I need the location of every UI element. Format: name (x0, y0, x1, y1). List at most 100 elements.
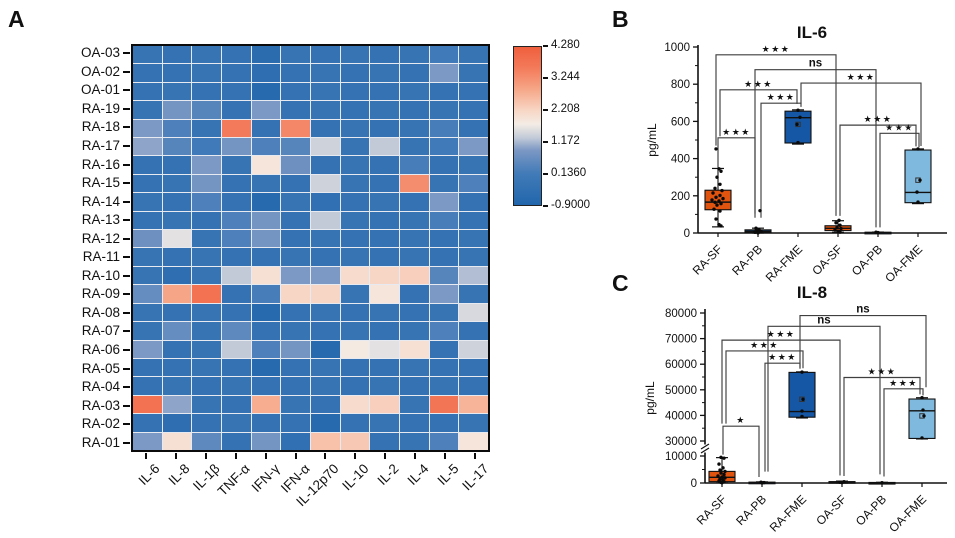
heatmap-row-label: RA-07 (81, 323, 120, 339)
heatmap-cell (162, 395, 192, 414)
heatmap-cell (192, 156, 221, 174)
heatmap-cell (281, 174, 310, 193)
heatmap-col-label: IL-17 (459, 461, 492, 494)
heatmap-cell (281, 211, 310, 230)
heatmap-cell (192, 82, 221, 101)
heatmap-col-tick (264, 453, 267, 459)
heatmap-cell (251, 82, 281, 101)
heatmap-cell (221, 358, 251, 377)
colorbar-tick (543, 109, 548, 111)
heatmap-row-label: RA-03 (81, 397, 120, 413)
heatmap-cell (192, 322, 221, 340)
heatmap-cell (459, 64, 488, 82)
heatmap-cell (251, 156, 281, 174)
significance-bracket (800, 82, 922, 146)
heatmap-cell (340, 377, 370, 395)
heatmap-row-tick (123, 330, 130, 333)
heatmap-cell (370, 230, 399, 248)
significance-label: ★★★ (847, 72, 876, 82)
data-point (837, 218, 841, 223)
heatmap-cell (310, 266, 340, 285)
heatmap-row-label: RA-19 (81, 100, 120, 116)
heatmap-cell (399, 82, 429, 101)
colorbar-tick (543, 205, 548, 207)
axis-break-mark (700, 447, 710, 454)
heatmap-row-label: RA-15 (81, 175, 120, 191)
heatmap-cell (162, 82, 192, 101)
heatmap-row-tick (123, 293, 130, 296)
heatmap-cell (340, 64, 370, 82)
heatmap-cell (310, 46, 340, 64)
data-point (719, 201, 723, 206)
heatmap-cell (192, 432, 221, 450)
heatmap-cell (459, 358, 488, 377)
heatmap-col-tick (324, 453, 327, 459)
heatmap-cell (459, 377, 488, 395)
heatmap-cell (429, 358, 459, 377)
heatmap-cell (281, 395, 310, 414)
heatmap-cell (340, 82, 370, 101)
heatmap-col-label: IL-6 (135, 461, 163, 489)
heatmap-row-tick (123, 145, 130, 147)
heatmap-row-label: RA-02 (81, 416, 120, 432)
significance-label: ns (856, 304, 869, 316)
heatmap-cell (310, 82, 340, 101)
heatmap-row-label: RA-12 (81, 230, 120, 246)
significance-label: ★★★ (767, 92, 796, 102)
heatmap-cell (281, 322, 310, 340)
heatmap-cell (429, 174, 459, 193)
heatmap-row-tick (123, 311, 130, 314)
heatmap-cell (429, 101, 459, 119)
heatmap-cell (251, 119, 281, 138)
heatmap-cell (133, 358, 162, 377)
heatmap-cell (429, 138, 459, 156)
significance-bracket (760, 102, 802, 218)
heatmap-cell (340, 432, 370, 450)
data-point (718, 193, 722, 198)
data-point (719, 455, 723, 460)
heatmap-cell (251, 432, 281, 450)
y-tick-label: 0 (684, 228, 690, 240)
heatmap-cell (370, 211, 399, 230)
data-point (921, 408, 925, 412)
heatmap-cell (370, 432, 399, 450)
data-point (721, 196, 725, 201)
heatmap-col-label: IL-4 (404, 461, 432, 489)
heatmap-row-tick (123, 237, 130, 240)
significance-bracket (843, 376, 921, 476)
heatmap-cell (310, 358, 340, 377)
heatmap-cell (459, 303, 488, 322)
heatmap-cell (281, 64, 310, 82)
significance-bracket (715, 54, 837, 216)
heatmap-cell (192, 395, 221, 414)
y-tick-label: 0 (691, 478, 697, 490)
heatmap-cell (429, 46, 459, 64)
heatmap-cell (221, 230, 251, 248)
heatmap-cell (221, 248, 251, 266)
heatmap-cell (370, 266, 399, 285)
significance-bracket (767, 325, 881, 475)
data-point (718, 209, 722, 213)
heatmap-cell (162, 174, 192, 193)
data-point (715, 175, 719, 179)
heatmap-cell (221, 101, 251, 119)
heatmap-row-tick (123, 52, 130, 55)
significance-label: ★★★ (744, 79, 773, 89)
heatmap-cell (281, 156, 310, 174)
heatmap-row-tick (123, 200, 130, 203)
heatmap-cell (370, 156, 399, 174)
heatmap-cell (429, 340, 459, 358)
heatmap-cell (340, 358, 370, 377)
heatmap-col-tick (414, 453, 417, 459)
data-point (718, 182, 722, 186)
data-point (723, 469, 727, 474)
heatmap-cell (310, 248, 340, 266)
y-tick-label: 30000 (665, 436, 697, 448)
heatmap-cell (459, 432, 488, 450)
heatmap-cell (340, 303, 370, 322)
heatmap-cell (310, 230, 340, 248)
data-point (712, 207, 716, 211)
heatmap-cell (221, 119, 251, 138)
heatmap-cell (133, 377, 162, 395)
heatmap-cell (281, 358, 310, 377)
